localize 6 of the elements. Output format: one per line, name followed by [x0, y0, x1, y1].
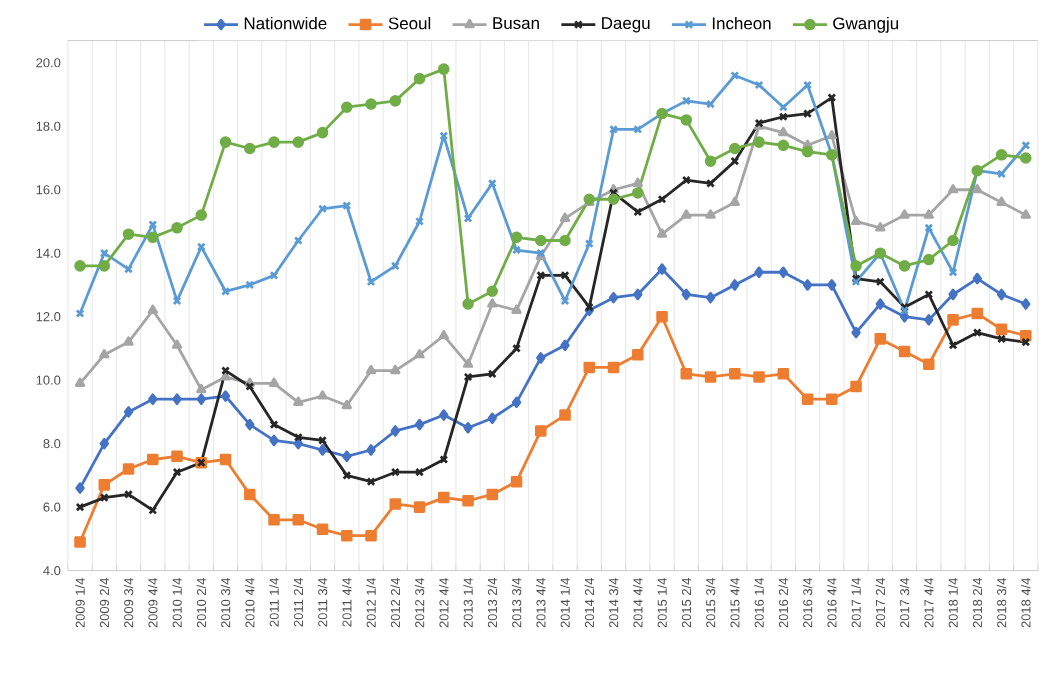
- legend-label: Daegu: [602, 17, 650, 33]
- legend-label: Busan: [493, 17, 539, 30]
- legend-label: Nationwide: [244, 16, 327, 30]
- legend-label: Incheon: [712, 16, 771, 30]
- legend-label: Seoul: [388, 16, 431, 30]
- legend-label: Gwangju: [833, 16, 899, 33]
